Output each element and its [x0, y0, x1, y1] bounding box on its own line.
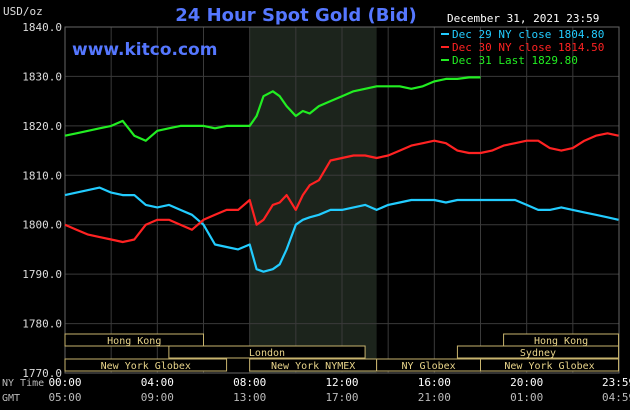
- y-tick-label: 1820.0: [22, 120, 62, 133]
- x-tick-label-ny: 23:59: [602, 376, 630, 389]
- y-tick-label: 1800.0: [22, 219, 62, 232]
- session-label: London: [249, 348, 285, 359]
- x-tick-label-gmt: 05:00: [48, 391, 81, 404]
- legend-entry: Dec 30 NY close 1814.50: [452, 41, 604, 54]
- y-tick-label: 1840.0: [22, 21, 62, 34]
- legend-entry: Dec 31 Last 1829.80: [452, 54, 578, 67]
- session-label: Hong Kong: [534, 336, 588, 347]
- x-tick-label-ny: 08:00: [233, 376, 266, 389]
- legend-entry: Dec 29 NY close 1804.80: [452, 28, 604, 41]
- session-bar: [64, 333, 204, 347]
- session-label: NY Globex: [401, 361, 455, 372]
- date-label: December 31, 2021 23:59: [447, 12, 599, 25]
- y-tick-label: 1790.0: [22, 268, 62, 281]
- series-line-0: [64, 186, 619, 273]
- session-label: New York Globex: [504, 361, 594, 372]
- y-tick-label: 1810.0: [22, 169, 62, 182]
- x-tick-label-ny: 20:00: [510, 376, 543, 389]
- series-line-2: [64, 76, 481, 142]
- x-tick-label-gmt: 13:00: [233, 391, 266, 404]
- x-tick-label-gmt: 01:00: [510, 391, 543, 404]
- session-label: Hong Kong: [107, 336, 161, 347]
- y-tick-label: 1830.0: [22, 70, 62, 83]
- session-label: New York NYMEX: [271, 361, 355, 372]
- x-tick-label-ny: 00:00: [48, 376, 81, 389]
- x-tick-label-gmt: 17:00: [325, 391, 358, 404]
- source-label: www.kitco.com: [72, 40, 217, 60]
- x-tick-label-ny: 16:00: [418, 376, 451, 389]
- shaded-session-region: [249, 27, 377, 373]
- gmt-row-label: GMT: [2, 393, 20, 404]
- y-axis-label: USD/oz: [3, 5, 43, 18]
- session-bar: [64, 358, 228, 372]
- x-tick-label-gmt: 04:59: [602, 391, 630, 404]
- y-tick-label: 1780.0: [22, 318, 62, 331]
- series-line-1: [64, 132, 619, 244]
- ny-time-row-label: NY Time: [2, 378, 44, 389]
- session-bar: [480, 358, 620, 372]
- session-label: Sydney: [520, 348, 556, 359]
- session-bar: [168, 345, 366, 359]
- x-tick-label-gmt: 09:00: [141, 391, 174, 404]
- chart-title: 24 Hour Spot Gold (Bid): [175, 5, 416, 26]
- session-label: New York Globex: [101, 361, 191, 372]
- x-tick-label-ny: 04:00: [141, 376, 174, 389]
- y-tick-label: 1770.0: [22, 367, 62, 380]
- plot-frame: [64, 26, 620, 374]
- session-bar: [456, 345, 620, 359]
- x-tick-label-gmt: 21:00: [418, 391, 451, 404]
- x-tick-label-ny: 12:00: [325, 376, 358, 389]
